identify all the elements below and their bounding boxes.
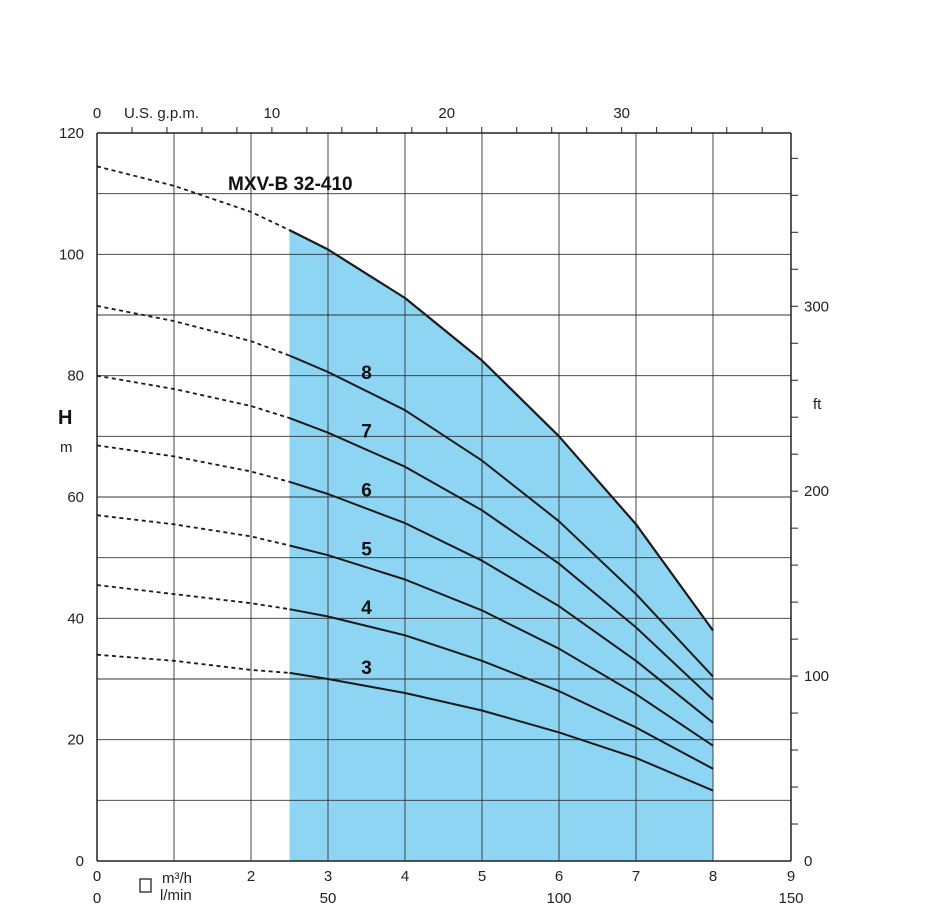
x-tick-label: 3 [324, 868, 332, 885]
x-top-tick-label: 0 [93, 105, 101, 122]
y-tick-label: 20 [67, 732, 84, 749]
curve-dashed [96, 653, 290, 674]
curve-solid [289, 229, 714, 632]
x-tick-label: 6 [555, 868, 563, 885]
curve-dashed [96, 584, 290, 611]
x-secondary-tick-label: 100 [546, 890, 571, 907]
operating-range-area [289, 230, 713, 862]
unit-toggle-icon [139, 878, 152, 893]
y-right-axis-unit: ft [813, 396, 822, 413]
curve-label: 7 [361, 422, 372, 443]
curve-dashed [96, 514, 290, 547]
curve-solid [289, 671, 714, 792]
x-secondary-tick-label: 50 [320, 890, 337, 907]
curve-layer [96, 165, 714, 792]
curve-dashed [96, 374, 290, 419]
curve-solid [289, 544, 714, 747]
x-top-axis-unit: U.S. g.p.m. [124, 105, 199, 122]
chart-title: MXV-B 32-410 [228, 174, 353, 195]
y-tick-label: 100 [59, 246, 84, 263]
y-tick-label: 40 [67, 610, 84, 627]
label-layer: MXV-B 32-410 H m ft U.S. g.p.m. m³/h l/m… [58, 105, 829, 907]
x-top-tick-label: 20 [438, 105, 455, 122]
x-tick-label: 2 [247, 868, 255, 885]
x-tick-label: 0 [93, 868, 101, 885]
x-tick-label: 5 [478, 868, 486, 885]
y-right-tick-label: 300 [804, 298, 829, 315]
x-secondary-tick-label: 150 [778, 890, 803, 907]
curve-solid [289, 608, 714, 770]
y-axis-label: H [58, 407, 72, 429]
x-secondary-unit: l/min [160, 887, 192, 904]
x-tick-label: 8 [709, 868, 717, 885]
axis-layer [96, 127, 798, 862]
x-secondary-tick-label: 0 [93, 890, 101, 907]
y-right-tick-label: 100 [804, 668, 829, 685]
x-top-tick-label: 30 [613, 105, 630, 122]
curve-label: 3 [361, 658, 372, 679]
y-right-tick-label: 200 [804, 483, 829, 500]
y-tick-label: 60 [67, 489, 84, 506]
y-tick-label: 0 [76, 853, 84, 870]
x-primary-unit: m³/h [162, 870, 192, 887]
y-right-tick-label: 0 [804, 853, 812, 870]
grid-layer [97, 133, 791, 861]
curve-solid [289, 480, 714, 724]
curve-solid [289, 417, 714, 701]
x-tick-label: 7 [632, 868, 640, 885]
curve-label: 8 [361, 363, 372, 384]
y-axis-unit: m [60, 439, 73, 456]
curve-label: 5 [361, 539, 372, 560]
operating-range-layer [289, 230, 713, 862]
curve-dashed [96, 305, 290, 357]
curve-solid [289, 354, 714, 678]
x-tick-label: 9 [787, 868, 795, 885]
x-tick-label: 4 [401, 868, 409, 885]
y-tick-label: 80 [67, 368, 84, 385]
y-tick-label: 120 [59, 125, 84, 142]
curve-label: 6 [361, 481, 372, 502]
curve-label: 4 [361, 598, 372, 619]
curve-dashed [96, 165, 290, 231]
x-top-tick-label: 10 [264, 105, 281, 122]
curve-dashed [96, 444, 290, 483]
